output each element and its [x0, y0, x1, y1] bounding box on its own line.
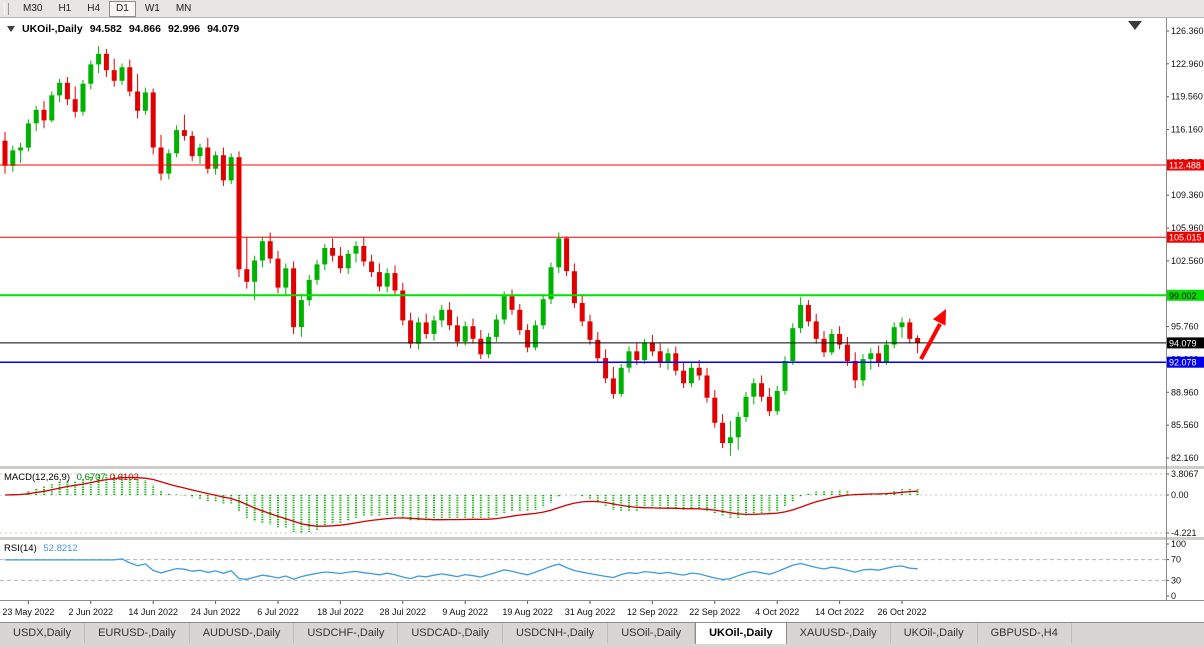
- svg-text:82.160: 82.160: [1171, 453, 1199, 463]
- trend-arrow-head[interactable]: [932, 309, 946, 326]
- svg-text:119.560: 119.560: [1171, 92, 1203, 102]
- price-tag-99.002: 99.002: [1166, 289, 1204, 301]
- time-axis-label: 14 Oct 2022: [815, 607, 864, 617]
- svg-text:99.002: 99.002: [1169, 291, 1197, 301]
- timeframe-button-m30[interactable]: M30: [16, 1, 49, 17]
- indicator-label: MACD(12,26,9) 0.6707 0.6102: [4, 472, 139, 483]
- symbol-tab-10[interactable]: GBPUSD-,H4: [977, 623, 1072, 643]
- time-axis-label: 4 Oct 2022: [755, 607, 799, 617]
- svg-text:105.960: 105.960: [1171, 223, 1204, 233]
- time-axis-label: 22 Sep 2022: [689, 607, 740, 617]
- timeframe-button-h1[interactable]: H1: [51, 1, 78, 17]
- main-pane: [0, 21, 1166, 456]
- timeframe-button-mn[interactable]: MN: [169, 1, 199, 17]
- symbol-tab-2[interactable]: AUDUSD-,Daily: [189, 623, 295, 643]
- symbol-tabbar: USDX,Daily EURUSD-,Daily AUDUSD-,Daily USDC…: [0, 622, 1204, 647]
- svg-text:112.488: 112.488: [1169, 161, 1201, 171]
- svg-text:-4.221: -4.221: [1171, 528, 1197, 538]
- svg-text:95.760: 95.760: [1171, 322, 1199, 332]
- symbol-tab-6[interactable]: USOil-,Daily: [608, 623, 696, 643]
- svg-text:3.8067: 3.8067: [1171, 469, 1199, 479]
- ohlc-close: 94.079: [207, 23, 240, 35]
- time-axis-label: 18 Jul 2022: [317, 607, 364, 617]
- pane-separator[interactable]: [0, 466, 1204, 469]
- price-tag-92.078: 92.078: [1166, 356, 1204, 368]
- time-axis: 23 May 2022 2 Jun 2022 14 Jun 2022 24 Jun 2…: [2, 601, 927, 617]
- time-axis-label: 19 Aug 2022: [502, 607, 553, 617]
- symbol-tab-3[interactable]: USDCHF-,Daily: [294, 623, 399, 643]
- toolbar-grip[interactable]: [4, 2, 9, 15]
- symbol-tab-5[interactable]: USDCNH-,Daily: [502, 623, 609, 643]
- time-axis-label: 2 Jun 2022: [69, 607, 114, 617]
- pane-separator[interactable]: [0, 537, 1204, 540]
- macd-signal-line: [4, 476, 918, 527]
- symbol-tab-7-active[interactable]: UKOil-,Daily: [695, 623, 787, 644]
- symbol-tab-4[interactable]: USDCAD-,Daily: [398, 623, 503, 643]
- svg-text:126.360: 126.360: [1171, 26, 1204, 36]
- chart-shift-marker-icon[interactable]: [1128, 21, 1142, 30]
- symbol-tab-8[interactable]: XAUUSD-,Daily: [786, 623, 891, 643]
- price-tag-112.488: 112.488: [1166, 159, 1204, 171]
- svg-text:85.560: 85.560: [1171, 420, 1199, 430]
- svg-text:94.079: 94.079: [1169, 338, 1197, 348]
- time-axis-label: 31 Aug 2022: [565, 607, 616, 617]
- chart-window: MACD(12,26,9) 0.6707 0.6102 RSI(14) 52.821…: [0, 18, 1204, 622]
- macd-pane: MACD(12,26,9) 0.6707 0.6102: [0, 472, 1166, 534]
- svg-text:122.960: 122.960: [1171, 59, 1204, 69]
- time-axis-label: 24 Jun 2022: [191, 607, 241, 617]
- symbol-tab-9[interactable]: UKOil-,Daily: [890, 623, 978, 643]
- time-axis-label: 9 Aug 2022: [442, 607, 488, 617]
- time-axis-label: 14 Jun 2022: [128, 607, 178, 617]
- price-chart-canvas[interactable]: MACD(12,26,9) 0.6707 0.6102 RSI(14) 52.821…: [0, 18, 1204, 622]
- chart-symbol-period: UKOil-,Daily: [22, 23, 83, 35]
- ohlc-low: 92.996: [167, 23, 201, 35]
- time-axis-label: 28 Jul 2022: [380, 607, 427, 617]
- trend-arrow-annotation[interactable]: [919, 323, 942, 360]
- svg-text:100: 100: [1171, 539, 1186, 549]
- rsi-line: [5, 558, 918, 581]
- svg-text:0.00: 0.00: [1171, 490, 1189, 500]
- timeframe-button-d1[interactable]: D1: [109, 0, 136, 17]
- timeframe-toolbar: M30 H1 H4 D1 W1 MN: [0, 0, 1204, 18]
- rsi-pane: RSI(14) 52.8212: [0, 543, 1166, 581]
- symbol-tab-0[interactable]: USDX,Daily: [0, 623, 86, 643]
- time-axis-label: 26 Oct 2022: [877, 607, 926, 617]
- svg-text:30: 30: [1171, 575, 1181, 585]
- svg-text:0: 0: [1171, 591, 1176, 601]
- svg-text:92.078: 92.078: [1169, 358, 1197, 368]
- svg-text:102.560: 102.560: [1171, 256, 1204, 266]
- svg-text:116.160: 116.160: [1171, 125, 1203, 135]
- price-axis: 126.360122.960119.560116.160112.760109.3…: [1166, 26, 1204, 601]
- chart-ohlc-title: UKOil-,Daily 94.582 94.866 92.996 94.079: [7, 23, 239, 35]
- svg-text:105.015: 105.015: [1169, 233, 1202, 243]
- price-tag-94.079: 94.079: [1166, 337, 1204, 349]
- timeframe-button-w1[interactable]: W1: [138, 1, 167, 17]
- symbol-tab-1[interactable]: EURUSD-,Daily: [85, 623, 190, 643]
- ohlc-high: 94.866: [128, 23, 161, 35]
- ohlc-open: 94.582: [89, 23, 122, 35]
- svg-text:109.360: 109.360: [1171, 190, 1204, 200]
- time-axis-label: 6 Jul 2022: [257, 607, 299, 617]
- time-axis-label: 23 May 2022: [2, 607, 54, 617]
- timeframe-button-h4[interactable]: H4: [80, 1, 107, 17]
- svg-text:70: 70: [1171, 555, 1181, 565]
- time-axis-label: 12 Sep 2022: [627, 607, 678, 617]
- svg-text:88.960: 88.960: [1171, 387, 1199, 397]
- price-tag-105.015: 105.015: [1166, 231, 1204, 243]
- one-click-panel-collapsed-icon[interactable]: [7, 26, 15, 32]
- indicator-label: RSI(14) 52.8212: [4, 543, 78, 554]
